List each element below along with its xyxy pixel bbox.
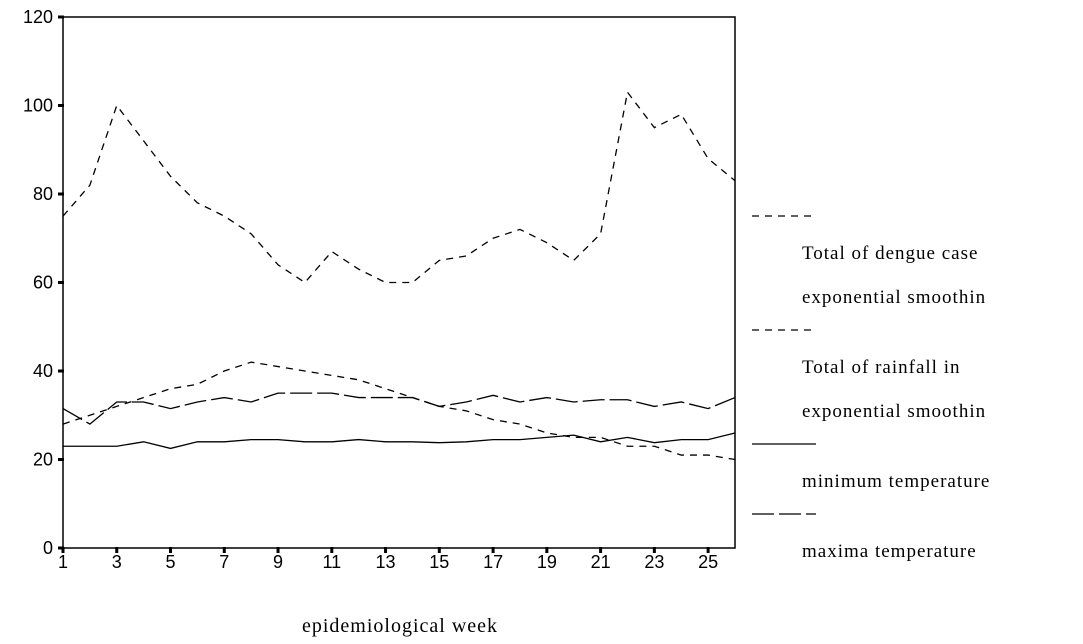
x-tick-label: 9 — [273, 552, 283, 572]
x-tick-label: 3 — [112, 552, 122, 572]
x-tick-label: 7 — [219, 552, 229, 572]
legend: Total of dengue case exponential smoothi… — [750, 206, 1080, 574]
legend-entry: maxima temperature — [750, 504, 1080, 574]
x-tick-label: 19 — [537, 552, 557, 572]
x-tick-label: 21 — [591, 552, 611, 572]
y-tick-label: 0 — [43, 538, 53, 558]
x-tick-label: 25 — [698, 552, 718, 572]
x-tick-label: 11 — [322, 552, 341, 572]
y-tick-label: 120 — [23, 7, 53, 27]
legend-swatch — [752, 215, 816, 217]
series-line — [63, 432, 736, 450]
legend-label: minimum temperature — [802, 471, 991, 492]
legend-swatch — [752, 329, 816, 331]
y-tick-label: 40 — [33, 361, 53, 381]
y-tick-label: 100 — [23, 96, 53, 116]
legend-entry: minimum temperature — [750, 434, 1080, 504]
series-line — [62, 90, 736, 284]
legend-entry: Total of dengue case exponential smoothi… — [750, 206, 1080, 320]
x-tick-label: 23 — [644, 552, 664, 572]
series-line — [62, 392, 736, 425]
x-axis-title: epidemiological week — [302, 615, 498, 637]
legend-label: Total of rainfall in exponential smoothi… — [802, 357, 987, 422]
plot-frame — [62, 16, 736, 549]
x-tick-label: 17 — [483, 552, 503, 572]
legend-entry: Total of rainfall in exponential smoothi… — [750, 320, 1080, 434]
x-tick-label: 1 — [58, 552, 68, 572]
y-tick-label: 20 — [33, 450, 53, 470]
legend-swatch — [752, 513, 816, 515]
legend-label: Total of dengue case exponential smoothi… — [802, 243, 987, 308]
series-line — [62, 361, 736, 461]
x-tick-label: 13 — [376, 552, 396, 572]
legend-label: maxima temperature — [802, 541, 977, 562]
y-tick-label: 80 — [33, 184, 53, 204]
x-tick-label: 15 — [429, 552, 449, 572]
x-tick-label: 5 — [166, 552, 176, 572]
y-tick-label: 60 — [33, 273, 53, 293]
legend-swatch — [752, 443, 816, 445]
